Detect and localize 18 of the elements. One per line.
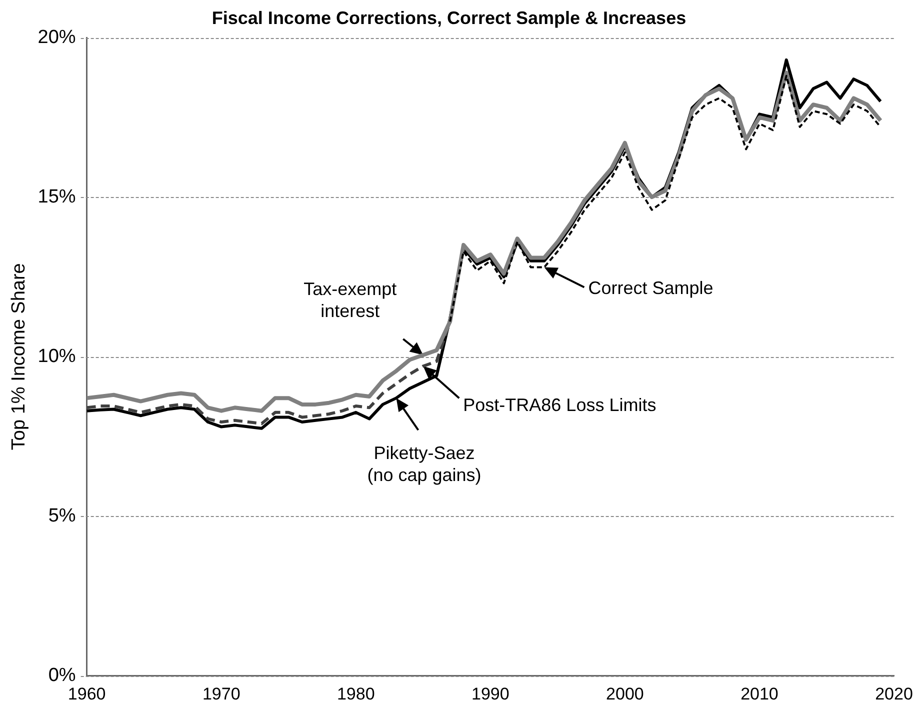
x-tick-label: 1980	[336, 684, 375, 704]
annotation: Post-TRA86 Loss Limits	[463, 395, 656, 416]
chart-title: Fiscal Income Corrections, Correct Sample & Increases	[212, 8, 686, 28]
annotation: Tax-exempt interest	[304, 278, 397, 321]
annotation: Piketty-Saez (no cap gains)	[367, 443, 482, 486]
y-tick-label: 0%	[48, 664, 76, 686]
y-tick-label: 10%	[38, 346, 76, 367]
y-axis-title: Top 1% Income Share	[8, 263, 30, 450]
x-tick-label: 2000	[606, 684, 644, 704]
y-tick-label: 5%	[48, 505, 76, 526]
annotation: Correct Sample	[588, 278, 714, 298]
x-tick-label: 1990	[472, 684, 510, 704]
y-tick-label: 15%	[38, 186, 76, 208]
x-tick-label: 2020	[875, 684, 913, 704]
x-tick-label: 2010	[740, 684, 778, 704]
y-tick-label: 20%	[38, 26, 76, 48]
x-tick-label: 1970	[202, 684, 240, 704]
x-tick-label: 1960	[68, 684, 106, 704]
